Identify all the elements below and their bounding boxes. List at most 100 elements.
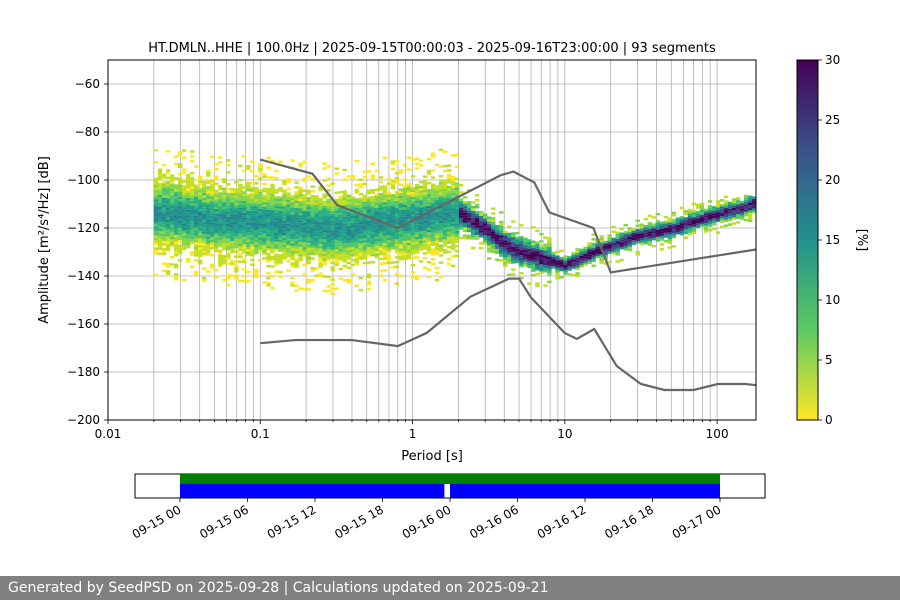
heatmap-cell: [153, 196, 159, 200]
heatmap-cell: [169, 232, 175, 235]
heatmap-cell: [479, 213, 484, 216]
heatmap-cell: [515, 260, 520, 264]
heatmap-cell: [615, 245, 620, 249]
heatmap-cell: [374, 224, 380, 228]
heatmap-cell: [655, 222, 661, 225]
heatmap-cell: [507, 225, 512, 229]
heatmap-cell: [181, 149, 187, 152]
heatmap-cell: [177, 203, 183, 207]
heatmap-cell: [386, 199, 392, 202]
heatmap-cell: [438, 175, 444, 178]
heatmap-cell: [386, 177, 392, 181]
heatmap-cell: [418, 233, 424, 237]
heatmap-cell: [406, 197, 412, 200]
heatmap-cell: [430, 262, 436, 266]
heatmap-cell: [210, 225, 215, 228]
heatmap-cell: [535, 243, 540, 247]
heatmap-cell: [169, 227, 175, 230]
heatmap-cell: [378, 197, 384, 201]
heatmap-cell: [169, 263, 175, 266]
heatmap-cell: [234, 219, 239, 222]
heatmap-cell: [326, 165, 331, 168]
heatmap-cell: [635, 236, 640, 239]
heatmap-cell: [189, 265, 195, 269]
heatmap-cell: [519, 252, 524, 256]
heatmap-cell: [326, 198, 331, 202]
heatmap-cell: [374, 253, 380, 256]
heatmap-cell: [310, 221, 315, 224]
heatmap-cell: [719, 211, 725, 214]
colorbar-tick-label: 15: [825, 233, 840, 247]
heatmap-cell: [671, 211, 677, 215]
heatmap-cell: [531, 252, 536, 255]
heatmap-cell: [153, 228, 159, 231]
heatmap-cell: [458, 183, 464, 187]
heatmap-cell: [202, 197, 207, 201]
heatmap-cell: [402, 195, 408, 198]
heatmap-cell: [274, 208, 279, 211]
heatmap-cell: [430, 193, 436, 196]
heatmap-cell: [250, 215, 255, 219]
heatmap-cell: [663, 235, 669, 238]
heatmap-cell: [266, 192, 271, 196]
heatmap-cell: [346, 261, 351, 265]
heatmap-cell: [290, 255, 295, 258]
heatmap-cell: [442, 191, 448, 194]
heatmap-cell: [739, 212, 745, 216]
heatmap-cell: [310, 242, 315, 246]
heatmap-cell: [599, 237, 604, 240]
heatmap-cell: [173, 210, 179, 214]
heatmap-cell: [193, 191, 199, 195]
heatmap-cell: [262, 230, 267, 234]
heatmap-cell: [230, 219, 235, 222]
heatmap-cell: [523, 252, 528, 255]
heatmap-cell: [218, 187, 223, 190]
heatmap-cell: [173, 246, 179, 250]
heatmap-cell: [499, 244, 504, 248]
heatmap-cell: [382, 254, 388, 258]
heatmap-cell: [294, 224, 299, 228]
heatmap-cell: [161, 243, 167, 246]
heatmap-cell: [386, 213, 392, 217]
heatmap-cell: [153, 184, 159, 188]
heatmap-cell: [177, 259, 183, 262]
heatmap-cell: [599, 259, 604, 262]
heatmap-cell: [334, 213, 339, 216]
heatmap-cell: [177, 165, 183, 168]
heatmap-cell: [298, 162, 303, 166]
heatmap-cell: [499, 228, 504, 231]
heatmap-cell: [386, 240, 392, 243]
psd-heatmap: [153, 148, 756, 296]
heatmap-cell: [274, 263, 279, 266]
heatmap-cell: [214, 268, 219, 272]
heatmap-cell: [719, 208, 725, 212]
heatmap-cell: [378, 269, 384, 273]
heatmap-cell: [723, 210, 729, 213]
heatmap-cell: [575, 248, 580, 251]
heatmap-cell: [286, 206, 291, 210]
heatmap-cell: [611, 249, 616, 253]
heatmap-cell: [242, 205, 247, 209]
heatmap-cell: [362, 182, 368, 186]
heatmap-cell: [695, 215, 701, 219]
heatmap-cell: [370, 188, 376, 192]
heatmap-cell: [743, 206, 749, 210]
heatmap-cell: [310, 214, 315, 217]
heatmap-cell: [278, 256, 283, 259]
heatmap-cell: [366, 170, 372, 173]
heatmap-cell: [426, 229, 432, 233]
heatmap-cell: [306, 221, 311, 224]
heatmap-cell: [290, 204, 295, 208]
heatmap-cell: [262, 175, 267, 179]
heatmap-cell: [318, 250, 323, 254]
heatmap-cell: [466, 208, 472, 211]
heatmap-cell: [418, 195, 424, 198]
heatmap-cell: [398, 200, 404, 203]
heatmap-cell: [499, 242, 504, 245]
heatmap-cell: [374, 217, 380, 220]
heatmap-cell: [161, 216, 167, 220]
heatmap-cell: [242, 229, 247, 233]
heatmap-cell: [266, 219, 271, 222]
heatmap-cell: [342, 238, 347, 241]
heatmap-cell: [406, 228, 412, 231]
